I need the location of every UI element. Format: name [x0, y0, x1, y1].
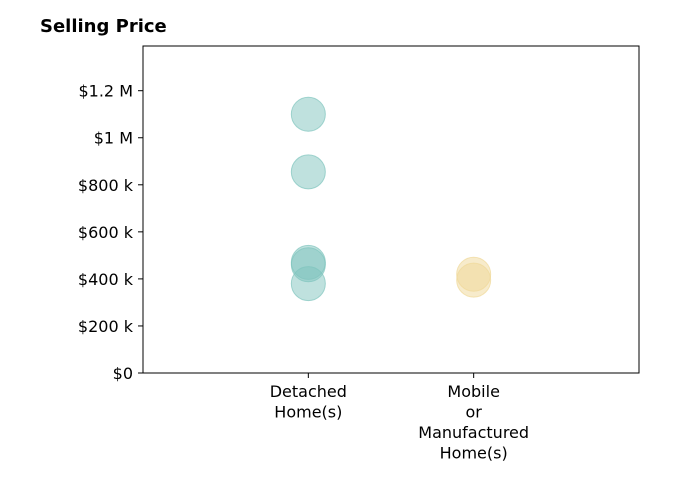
y-tick-label: $600 k: [78, 223, 134, 242]
data-point: [290, 96, 326, 132]
y-axis: $0 $200 k $400 k $600 k $800 k $1 M $1.2 M: [78, 82, 143, 383]
data-point: [456, 262, 492, 298]
x-tick-label: Detached: [270, 382, 347, 401]
chart-title: Selling Price: [40, 16, 167, 37]
y-tick-label: $1.2 M: [78, 82, 133, 101]
y-tick-label: $0: [113, 364, 133, 383]
y-tick-label: $200 k: [78, 317, 134, 336]
x-tick-label: Mobile: [447, 382, 499, 401]
data-point: [290, 154, 326, 190]
plot-frame: [142, 45, 640, 374]
data-points: [290, 96, 492, 302]
x-tick-label: Manufactured: [418, 423, 529, 442]
x-tick-label: Home(s): [274, 403, 342, 422]
y-tick-label: $400 k: [78, 270, 134, 289]
y-tick-label: $1 M: [94, 129, 133, 148]
data-point: [290, 266, 326, 302]
x-tick-label: Home(s): [440, 444, 508, 463]
x-tick-label: or: [465, 403, 482, 422]
y-tick-label: $800 k: [78, 176, 134, 195]
